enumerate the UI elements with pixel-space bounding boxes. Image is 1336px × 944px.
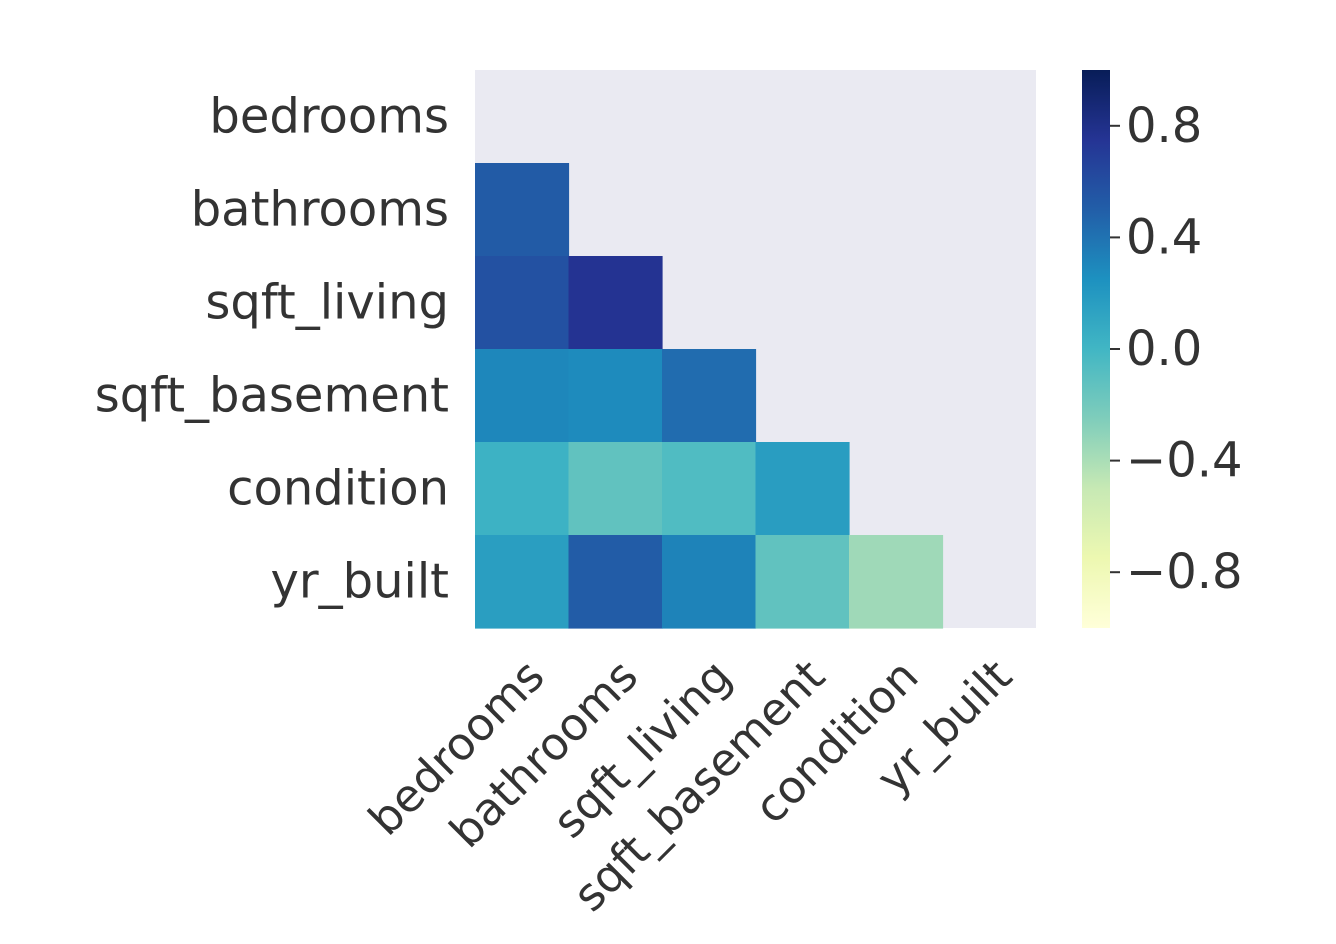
y-tick-label-bathrooms: bathrooms: [191, 182, 449, 238]
colorbar: [1082, 70, 1110, 628]
heatmap-cell-sqft_living-bedrooms: [475, 256, 570, 350]
heatmap-cell-sqft_basement-sqft_living: [662, 349, 757, 443]
y-tick-label-sqft_living: sqft_living: [205, 275, 449, 331]
y-tick-label-sqft_basement: sqft_basement: [95, 368, 449, 424]
colorbar-tick-label: −0.8: [1126, 544, 1243, 600]
y-tick-label-condition: condition: [227, 461, 449, 517]
colorbar-tick-label: 0.4: [1126, 209, 1202, 265]
heatmap-cell-yr_built-condition: [849, 535, 944, 629]
colorbar-ticks: 0.8 0.4 0.0 −0.4 −0.8: [1110, 98, 1243, 600]
colorbar-tick-label: 0.0: [1126, 321, 1202, 377]
y-tick-labels: bedrooms bathrooms sqft_living sqft_basemen…: [95, 89, 449, 610]
heatmap-cell-sqft_living-bathrooms: [568, 256, 663, 350]
heatmap-cell-yr_built-bathrooms: [568, 535, 663, 629]
heatmap-cell-condition-sqft_basement: [755, 442, 850, 536]
heatmap-cell-sqft_basement-bathrooms: [568, 349, 663, 443]
x-tick-labels: bedroomsbathroomssqft_livingsqft_basemen…: [358, 649, 1022, 921]
heatmap-cells: [475, 163, 944, 629]
colorbar-tick-label: 0.8: [1126, 98, 1202, 154]
heatmap-cell-yr_built-bedrooms: [475, 535, 570, 629]
heatmap-cell-condition-bedrooms: [475, 442, 570, 536]
heatmap-cell-condition-sqft_living: [662, 442, 757, 536]
heatmap-cell-bathrooms-bedrooms: [475, 163, 570, 257]
heatmap-cell-yr_built-sqft_living: [662, 535, 757, 629]
colorbar-tick-label: −0.4: [1126, 433, 1243, 489]
heatmap-cell-sqft_basement-bedrooms: [475, 349, 570, 443]
heatmap-cell-yr_built-sqft_basement: [755, 535, 850, 629]
y-tick-label-bedrooms: bedrooms: [209, 89, 449, 145]
y-tick-label-yr_built: yr_built: [270, 554, 449, 610]
heatmap-cell-condition-bathrooms: [568, 442, 663, 536]
